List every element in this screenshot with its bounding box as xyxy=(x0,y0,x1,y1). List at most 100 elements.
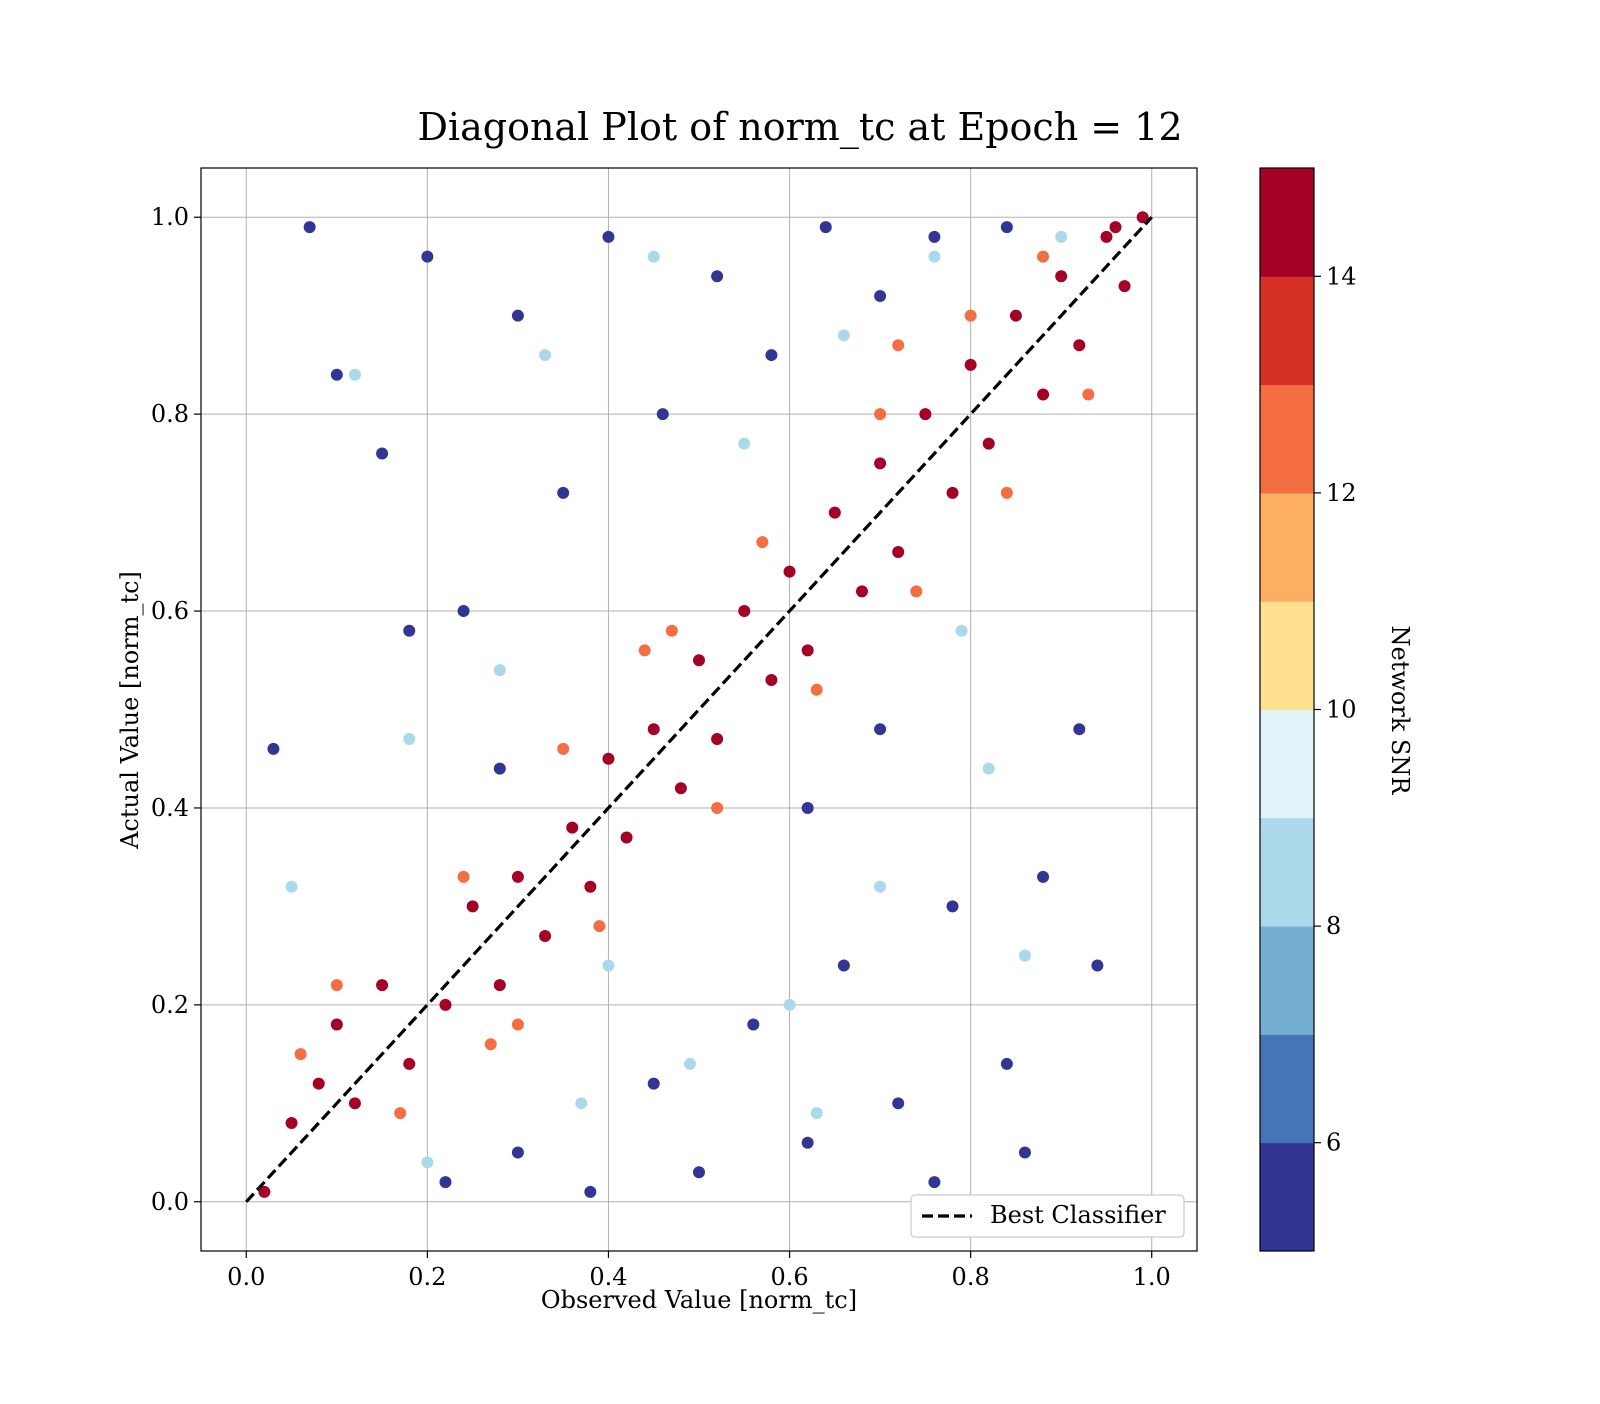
scatter-point xyxy=(756,536,769,549)
scatter-point xyxy=(466,900,479,913)
scatter-point xyxy=(928,1176,941,1189)
scatter-point xyxy=(294,1048,307,1061)
scatter-point xyxy=(747,1018,760,1031)
x-tick-label: 1.0 xyxy=(1133,1263,1171,1291)
y-tick-label: 1.0 xyxy=(151,203,189,231)
scatter-point xyxy=(403,624,416,637)
scatter-point xyxy=(457,605,470,618)
scatter-point xyxy=(394,1107,407,1120)
grid-layer xyxy=(201,168,1197,1251)
scatter-point xyxy=(928,250,941,263)
scatter-point xyxy=(738,437,751,450)
colorbar-tick-label: 6 xyxy=(1326,1129,1341,1157)
scatter-point xyxy=(982,437,995,450)
scatter-series xyxy=(285,230,1068,1169)
scatter-point xyxy=(557,486,570,499)
scatter-point xyxy=(602,959,615,972)
scatter-point xyxy=(511,870,524,883)
colorbar-tick-label: 12 xyxy=(1326,479,1357,507)
x-tick-label: 0.2 xyxy=(408,1263,446,1291)
scatter-point xyxy=(946,486,959,499)
scatter-point xyxy=(1109,221,1122,234)
scatter-point xyxy=(457,870,470,883)
scatter-point xyxy=(1000,486,1013,499)
scatter-point xyxy=(620,831,633,844)
x-tick-label: 0.0 xyxy=(227,1263,265,1291)
scatter-point xyxy=(693,1166,705,1179)
scatter-point xyxy=(1055,270,1068,283)
scatter-point xyxy=(874,408,887,421)
scatter-point xyxy=(964,358,977,371)
scatter-point xyxy=(892,545,905,558)
scatter-point xyxy=(285,880,298,893)
scatter-point xyxy=(330,979,343,992)
scatter-point xyxy=(1000,221,1013,234)
scatter-point xyxy=(656,408,669,421)
scatter-point xyxy=(738,605,751,618)
colorbar-band xyxy=(1260,601,1314,710)
scatter-point xyxy=(1118,280,1131,293)
scatter-point xyxy=(711,270,724,283)
colorbar: 6 8 10 12 14 xyxy=(1259,167,1357,1252)
scatter-point xyxy=(376,979,389,992)
scatter-series xyxy=(267,221,1104,1198)
scatter-point xyxy=(258,1185,271,1198)
scatter-point xyxy=(1037,870,1050,883)
colorbar-band xyxy=(1260,817,1314,927)
colorbar-tick-label: 14 xyxy=(1326,262,1357,290)
scatter-point xyxy=(955,624,968,637)
x-tick-label: 0.4 xyxy=(589,1263,627,1291)
scatter-point xyxy=(511,309,524,322)
scatter-point xyxy=(783,998,796,1011)
scatter-point xyxy=(1073,723,1086,736)
scatter-point xyxy=(312,1077,325,1090)
scatter-point xyxy=(874,289,887,302)
scatter-point xyxy=(267,742,280,755)
colorbar-tick-label: 8 xyxy=(1326,912,1341,940)
scatter-point xyxy=(765,673,778,686)
x-axis-label: Observed Value [norm_tc] xyxy=(541,1286,857,1314)
scatter-point xyxy=(1018,1146,1031,1159)
scatter-point xyxy=(439,998,452,1011)
scatter-series xyxy=(258,211,1149,1198)
scatter-point xyxy=(1082,388,1095,401)
scatter-point xyxy=(557,742,570,755)
scatter-point xyxy=(892,1097,905,1110)
colorbar-band xyxy=(1260,1034,1314,1144)
scatter-point xyxy=(693,654,705,667)
y-tick-label: 0.6 xyxy=(151,597,189,625)
scatter-point xyxy=(575,1097,588,1110)
scatter-point xyxy=(421,1156,434,1169)
y-tick-label: 0.0 xyxy=(151,1188,189,1216)
scatter-point xyxy=(493,762,506,775)
colorbar-band xyxy=(1260,492,1314,602)
colorbar-band xyxy=(1260,709,1314,819)
colorbar-band xyxy=(1260,276,1314,386)
scatter-point xyxy=(539,929,552,942)
scatter-point xyxy=(683,1057,696,1070)
x-tick-label: 0.6 xyxy=(770,1263,808,1291)
scatter-point xyxy=(828,506,841,519)
scatter-point xyxy=(348,1097,361,1110)
scatter-point xyxy=(493,664,506,677)
y-axis-label: Actual Value [norm_tc] xyxy=(116,571,144,850)
scatter-point xyxy=(647,250,660,263)
scatter-point xyxy=(874,457,887,470)
scatter-point xyxy=(647,723,660,736)
scatter-point xyxy=(801,801,814,814)
scatter-point xyxy=(946,900,959,913)
colorbar-band xyxy=(1260,384,1314,494)
scatter-point xyxy=(1136,211,1149,224)
scatter-point xyxy=(566,821,579,834)
colorbar-band xyxy=(1260,1142,1314,1252)
scatter-point xyxy=(421,250,434,263)
scatter-point xyxy=(711,801,724,814)
x-tick-label: 0.8 xyxy=(952,1263,990,1291)
chart-title: Diagonal Plot of norm_tc at Epoch = 12 xyxy=(417,105,1182,150)
scatter-point xyxy=(810,1107,823,1120)
scatter-point xyxy=(819,221,832,234)
scatter-points-layer xyxy=(258,211,1149,1198)
scatter-point xyxy=(403,733,416,746)
